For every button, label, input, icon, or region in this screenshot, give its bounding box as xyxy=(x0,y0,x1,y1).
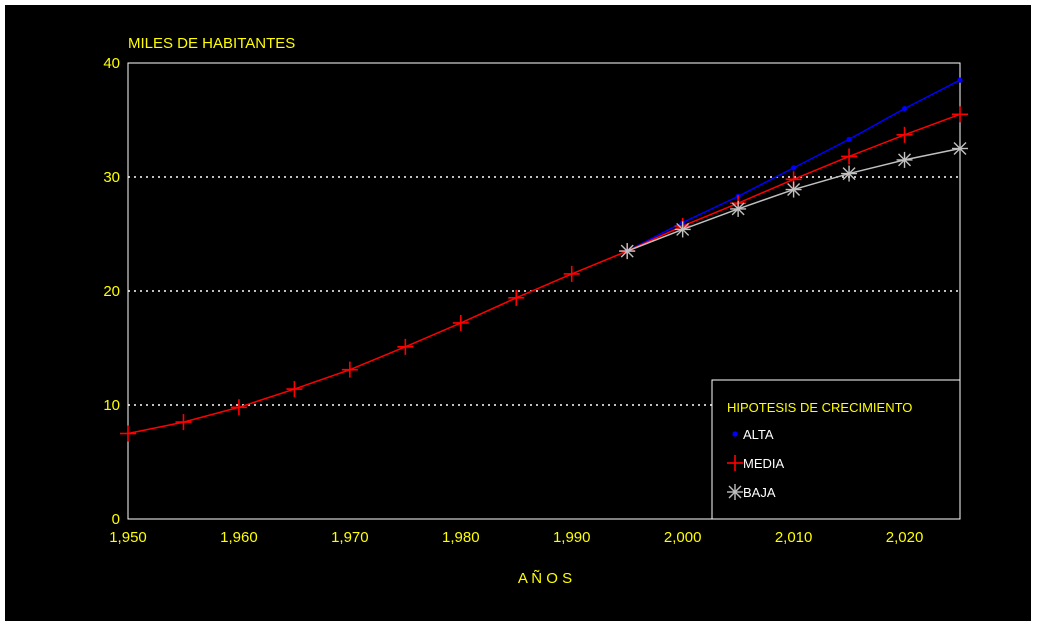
point-alta-2020 xyxy=(902,106,907,111)
point-baja-1995 xyxy=(619,243,635,259)
grid-lines xyxy=(128,177,960,405)
point-baja-2010 xyxy=(786,182,802,198)
point-alta-2025 xyxy=(957,78,962,83)
legend-label-baja: BAJA xyxy=(743,485,776,500)
legend-marker-alta xyxy=(732,431,737,436)
x-tick-label-2010: 2,010 xyxy=(775,529,813,546)
point-alta-2010 xyxy=(791,165,796,170)
x-tick-label-1950: 1,950 xyxy=(109,529,147,546)
y-tick-label-40: 40 xyxy=(103,55,120,72)
legend-label-media: MEDIA xyxy=(743,456,785,471)
point-baja-2005 xyxy=(730,201,746,217)
point-media-1990 xyxy=(564,266,580,282)
point-media-1965 xyxy=(286,381,302,397)
x-tick-label-1960: 1,960 xyxy=(220,529,258,546)
x-tick-label-1970: 1,970 xyxy=(331,529,369,546)
point-alta-2015 xyxy=(846,137,851,142)
point-media-1970 xyxy=(342,362,358,378)
legend-marker-baja xyxy=(727,484,743,500)
legend-title: HIPOTESIS DE CRECIMIENTO xyxy=(727,400,912,415)
point-media-1980 xyxy=(453,315,469,331)
point-baja-2020 xyxy=(897,152,913,168)
point-media-2020 xyxy=(897,127,913,143)
series-alta xyxy=(625,78,963,254)
y-axis-label: MILES DE HABITANTES xyxy=(128,35,295,52)
point-media-2015 xyxy=(841,148,857,164)
legend: HIPOTESIS DE CRECIMIENTO ALTA MEDIA BAJA xyxy=(712,380,960,519)
y-tick-label-0: 0 xyxy=(112,511,120,528)
x-tick-labels: 1,950 1,960 1,970 1,980 1,990 2,000 2,010 2,020 xyxy=(109,529,923,546)
point-baja-2025 xyxy=(952,141,968,157)
point-media-2025 xyxy=(952,106,968,122)
point-baja-2000 xyxy=(675,221,691,237)
chart-frame: MILES DE HABITANTES 0 10 20 30 40 1,950 1,960… xyxy=(5,5,1031,621)
point-media-1975 xyxy=(397,339,413,355)
point-baja-2015 xyxy=(841,166,857,182)
x-tick-label-2000: 2,000 xyxy=(664,529,702,546)
point-media-1985 xyxy=(508,290,524,306)
x-tick-label-1980: 1,980 xyxy=(442,529,480,546)
y-tick-label-20: 20 xyxy=(103,283,120,300)
point-media-1955 xyxy=(175,414,191,430)
legend-item-media: MEDIA xyxy=(727,455,785,471)
point-media-1950 xyxy=(120,426,136,442)
legend-label-alta: ALTA xyxy=(743,427,774,442)
series-baja xyxy=(619,141,968,260)
x-axis-label: A Ñ O S xyxy=(518,570,572,587)
y-tick-label-30: 30 xyxy=(103,169,120,186)
population-chart: MILES DE HABITANTES 0 10 20 30 40 1,950 1,960… xyxy=(5,5,1031,621)
point-media-1960 xyxy=(231,399,247,415)
x-tick-label-1990: 1,990 xyxy=(553,529,591,546)
y-tick-label-10: 10 xyxy=(103,397,120,414)
x-tick-label-2020: 2,020 xyxy=(886,529,924,546)
y-tick-labels: 0 10 20 30 40 xyxy=(103,55,120,528)
legend-item-baja: BAJA xyxy=(727,484,776,500)
